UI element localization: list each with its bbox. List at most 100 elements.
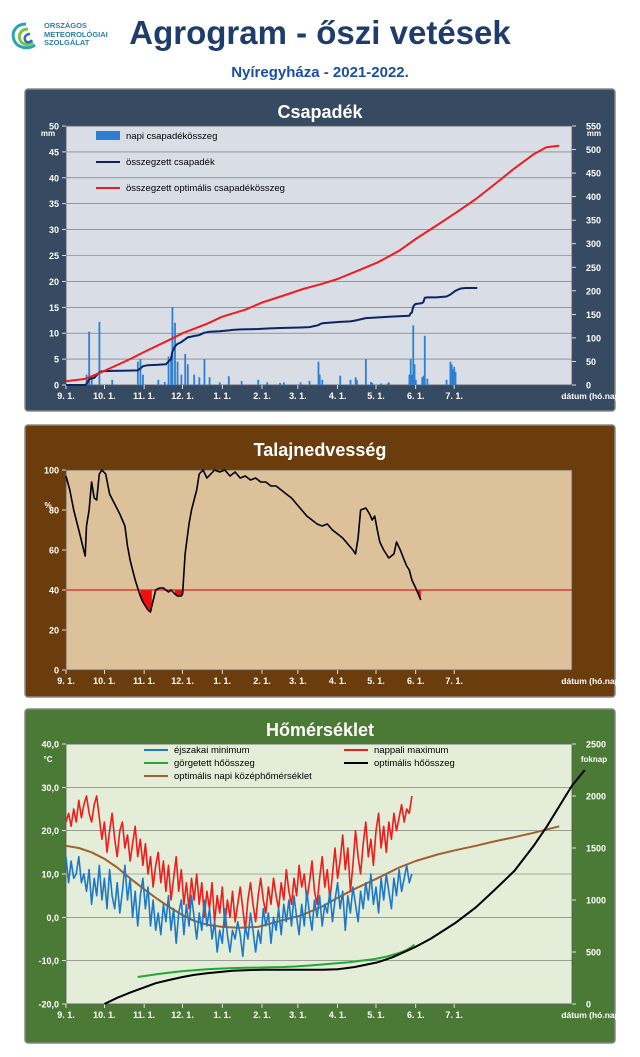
x-tick-label: 6. 1. (407, 1010, 425, 1020)
x-tick-label: 4. 1. (329, 676, 347, 686)
page-title: Agrogram - őszi vetések (129, 14, 511, 51)
precip-bar (453, 366, 456, 385)
precip-bar (445, 379, 448, 385)
deficit-area (140, 590, 152, 612)
x-tick-label: 1. 1. (214, 1010, 232, 1020)
legend-label: napi csapadékösszeg (126, 131, 217, 142)
x-tick-label: 5. 1. (367, 391, 385, 401)
precip-bar (414, 379, 417, 385)
precip-bar (317, 361, 320, 385)
x-tick-label: 5. 1. (367, 676, 385, 686)
x-tick-label: 9. 1. (57, 1010, 75, 1020)
y-tick-label: 40 (49, 586, 59, 596)
precip-bar (136, 361, 139, 385)
y-left-unit: °C (44, 755, 53, 764)
nightly-min-line (65, 855, 413, 958)
y-right-tick-label: 2000 (586, 792, 606, 802)
precip-bar (454, 372, 457, 385)
precip-bar (157, 379, 160, 385)
precip-bar (88, 331, 91, 385)
x-tick-label: 10. 1. (93, 391, 116, 401)
x-tick-label: 9. 1. (57, 676, 75, 686)
optimal-precip-line (65, 144, 560, 383)
precip-bar (98, 321, 101, 385)
precip-bar (380, 383, 383, 385)
y-tick-label: 15 (49, 303, 59, 313)
plot-area (65, 469, 573, 671)
precip-bar (240, 380, 243, 385)
soil-moisture-line (65, 469, 422, 613)
y-right-tick-label: 0 (586, 1000, 591, 1010)
precip-bar (279, 382, 281, 385)
precip-bar (354, 377, 357, 385)
precip-bar (198, 377, 201, 385)
precip-bar (139, 359, 142, 385)
y-right-tick-label: 1000 (586, 896, 606, 906)
y-right-tick-label: 250 (586, 263, 601, 273)
precip-bar (266, 382, 269, 385)
rolling-heat-sum-line (137, 943, 416, 978)
x-tick-label: 10. 1. (93, 676, 116, 686)
precip-bar (299, 382, 302, 385)
precip-bar (318, 374, 321, 385)
x-tick-label: 6. 1. (407, 391, 425, 401)
precip-bar (257, 379, 260, 385)
y-tick-label: 10,0 (41, 870, 59, 880)
omsz-logo (8, 20, 128, 54)
x-tick-label: 4. 1. (329, 391, 347, 401)
y-tick-label: 10 (49, 329, 59, 339)
y-right-tick-label: 500 (586, 948, 601, 958)
y-right-tick-label: 150 (586, 310, 601, 320)
y-right-tick-label: 500 (586, 145, 601, 155)
precip-bar (142, 374, 144, 385)
legend-label: éjszakai minimum (174, 745, 250, 756)
precip-bar (349, 379, 352, 385)
precip-bar (167, 356, 170, 385)
x-tick-label: 6. 1. (407, 676, 425, 686)
optimal-heat-sum-line (103, 769, 586, 1005)
daily-max-line (65, 795, 413, 932)
y-left-unit: % (44, 501, 51, 510)
y-tick-label: 30 (49, 225, 59, 235)
legend-label: optimális hőösszeg (374, 758, 455, 769)
y-right-tick-label: 300 (586, 239, 601, 249)
precip-bar (409, 359, 412, 385)
x-tick-label: 3. 1. (289, 1010, 307, 1020)
precip-bar (355, 379, 358, 385)
x-tick-label: 12. 1. (171, 676, 194, 686)
x-tick-label: 4. 1. (329, 1010, 347, 1020)
precip-bar (321, 379, 324, 385)
logo-swirl-icon (11, 22, 36, 50)
legend-label: összegzett optimális csapadékösszeg (126, 183, 285, 194)
x-axis-title: dátum (hó.nap) (561, 676, 616, 686)
precip-bar (388, 382, 390, 385)
y-tick-label: 80 (49, 506, 59, 516)
legend-label: nappali maximum (374, 745, 449, 756)
legend-label: görgetett hőösszeg (174, 758, 255, 769)
y-tick-label: -20,0 (38, 1000, 59, 1010)
y-tick-label: 0 (54, 666, 59, 676)
precip-bar (227, 376, 230, 385)
y-right-tick-label: 100 (586, 333, 601, 343)
precip-bar (208, 377, 211, 385)
x-tick-label: 7. 1. (445, 1010, 463, 1020)
precip-bar (111, 379, 114, 385)
y-tick-label: 45 (49, 147, 59, 157)
y-right-tick-label: 50 (586, 357, 596, 367)
precip-bar (450, 364, 453, 385)
y-tick-label: 25 (49, 251, 59, 261)
precip-bar (218, 382, 221, 385)
x-tick-label: 3. 1. (289, 391, 307, 401)
precip-bar (339, 375, 342, 385)
y-right-unit: foknap (581, 755, 607, 764)
cumulative-precip-line (66, 287, 478, 386)
y-tick-label: 0,0 (46, 913, 59, 923)
precip-bar (371, 382, 374, 385)
y-tick-label: -10,0 (38, 956, 59, 966)
y-right-tick-label: 0 (586, 381, 591, 391)
precip-bar (370, 381, 372, 385)
y-tick-label: 20 (49, 626, 59, 636)
precip-bar (421, 377, 424, 385)
y-tick-label: 60 (49, 546, 59, 556)
precip-bar (422, 375, 425, 385)
